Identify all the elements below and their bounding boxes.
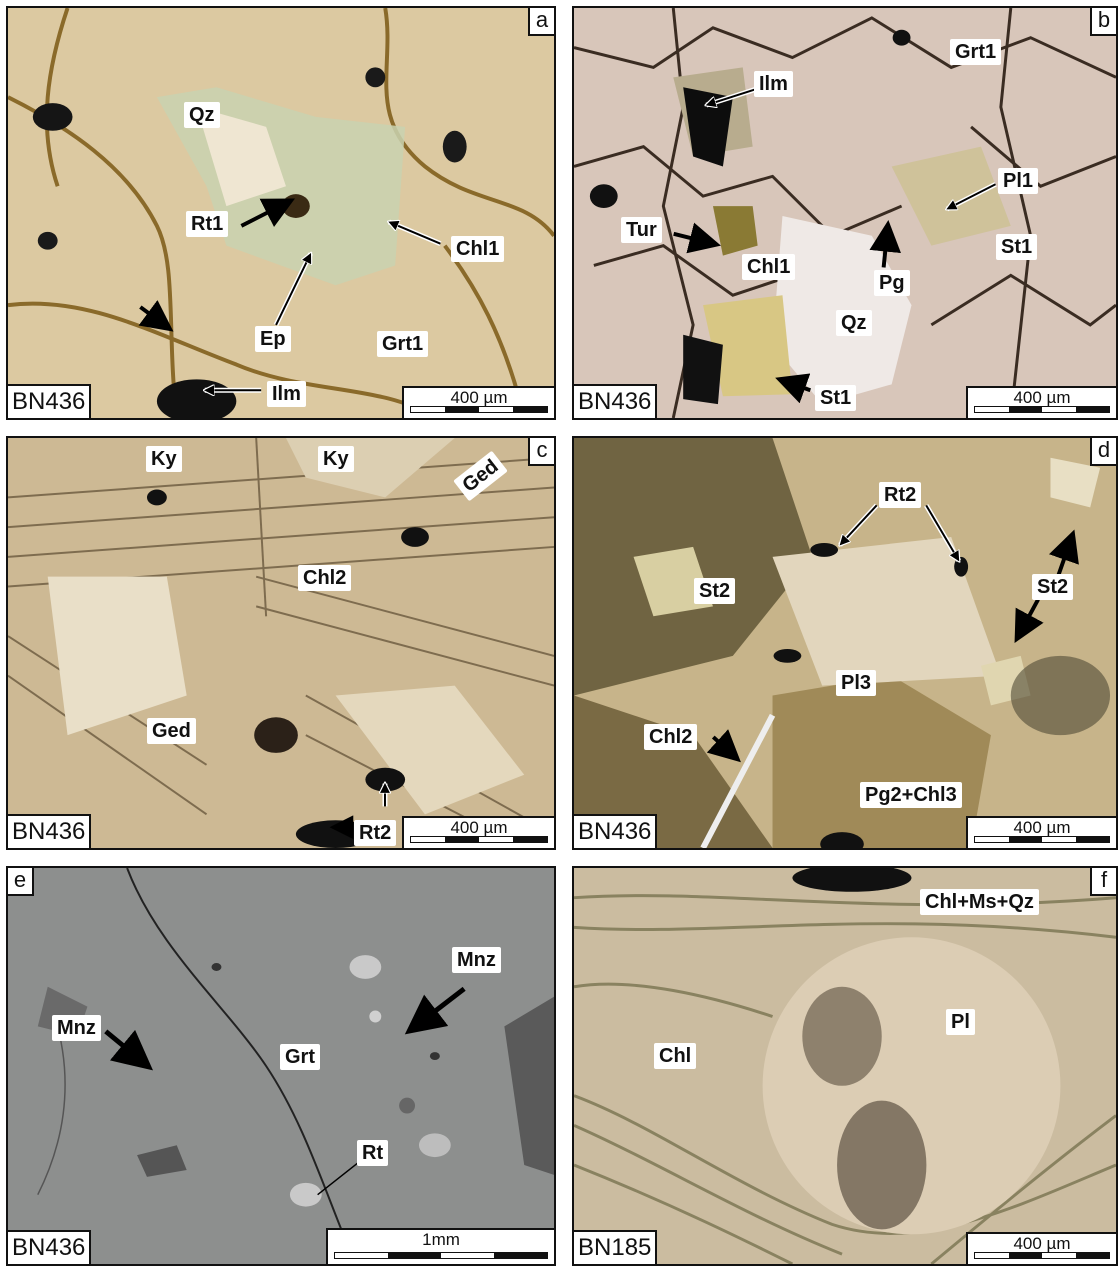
scale-bar: 400 µm: [966, 816, 1116, 848]
label-pg2-chl3: Pg2+Chl3: [860, 782, 962, 808]
label-mnz-2: Mnz: [52, 1015, 101, 1041]
panel-letter: d: [1090, 438, 1116, 466]
label-rt2: Rt2: [879, 482, 922, 508]
panel-letter: b: [1090, 8, 1116, 36]
panel-d: Rt2 St2 St2 Pl3 Chl2 Pg2+Chl3 d BN436 40…: [572, 436, 1118, 850]
scale-label: 400 µm: [1013, 1234, 1071, 1253]
label-st2-a: St2: [694, 578, 736, 604]
label-qz: Qz: [184, 102, 220, 128]
label-chl: Chl: [654, 1043, 697, 1069]
label-pl3: Pl3: [836, 670, 877, 696]
label-grt1: Grt1: [950, 39, 1002, 65]
panel-b: Grt1 Ilm Pl1 Tur St1 Chl1 Pg Qz St1 b BN…: [572, 6, 1118, 420]
label-chl-ms-qz: Chl+Ms+Qz: [920, 889, 1039, 915]
sample-id: BN436: [574, 814, 658, 848]
scale-bar: 400 µm: [402, 816, 554, 848]
label-chl2: Chl2: [644, 724, 698, 750]
sample-id: BN436: [8, 384, 92, 418]
scale-bar: 400 µm: [402, 386, 554, 418]
sample-id: BN436: [574, 384, 658, 418]
label-st2-b: St2: [1032, 574, 1074, 600]
label-grt1: Grt1: [377, 331, 429, 357]
micrograph-b: [574, 8, 1116, 418]
sample-id: BN436: [8, 1230, 92, 1264]
panel-c: Ky Ky Ged Chl2 Ged Rt2 c BN436 400 µm: [6, 436, 556, 850]
micrograph-d: [574, 438, 1116, 848]
label-rt: Rt: [357, 1140, 389, 1166]
label-tur: Tur: [621, 217, 662, 243]
scale-label: 400 µm: [450, 388, 508, 407]
micrograph-a: [8, 8, 554, 418]
scale-bar: 400 µm: [966, 386, 1116, 418]
panel-letter: a: [528, 8, 554, 36]
micrograph-c: [8, 438, 554, 848]
label-st1b: St1: [815, 385, 857, 411]
scale-bar: 400 µm: [966, 1232, 1116, 1264]
label-chl1: Chl1: [742, 254, 796, 280]
panel-f: Chl+Ms+Qz Chl Pl f BN185 400 µm: [572, 866, 1118, 1266]
scale-label: 1mm: [422, 1230, 460, 1249]
label-st1a: St1: [996, 234, 1038, 260]
label-rt1: Rt1: [186, 211, 229, 237]
label-rt2: Rt2: [354, 820, 397, 846]
label-pl1: Pl1: [998, 168, 1039, 194]
label-chl1: Chl1: [451, 236, 505, 262]
label-grt: Grt: [280, 1044, 320, 1070]
panel-a: Qz Rt1 Chl1 Ep Grt1 Ilm a BN436 400 µm: [6, 6, 556, 420]
label-ilm: Ilm: [267, 381, 306, 407]
label-ged-2: Ged: [147, 718, 196, 744]
scale-label: 400 µm: [1013, 388, 1071, 407]
panel-e: Mnz Mnz Grt Rt e BN436 1mm: [6, 866, 556, 1266]
label-pg: Pg: [874, 270, 910, 296]
sample-id: BN185: [574, 1230, 658, 1264]
panel-letter: f: [1090, 868, 1116, 896]
label-ky-2: Ky: [318, 446, 354, 472]
label-qz: Qz: [836, 310, 872, 336]
label-ky-1: Ky: [146, 446, 182, 472]
sample-id: BN436: [8, 814, 92, 848]
label-mnz-1: Mnz: [452, 947, 501, 973]
panel-letter: e: [8, 868, 34, 896]
label-pl: Pl: [946, 1009, 975, 1035]
label-ep: Ep: [255, 326, 291, 352]
label-chl2: Chl2: [298, 565, 352, 591]
scale-label: 400 µm: [450, 818, 508, 837]
scale-bar: 1mm: [326, 1228, 554, 1264]
scale-label: 400 µm: [1013, 818, 1071, 837]
label-ilm: Ilm: [754, 71, 793, 97]
panel-letter: c: [528, 438, 554, 466]
